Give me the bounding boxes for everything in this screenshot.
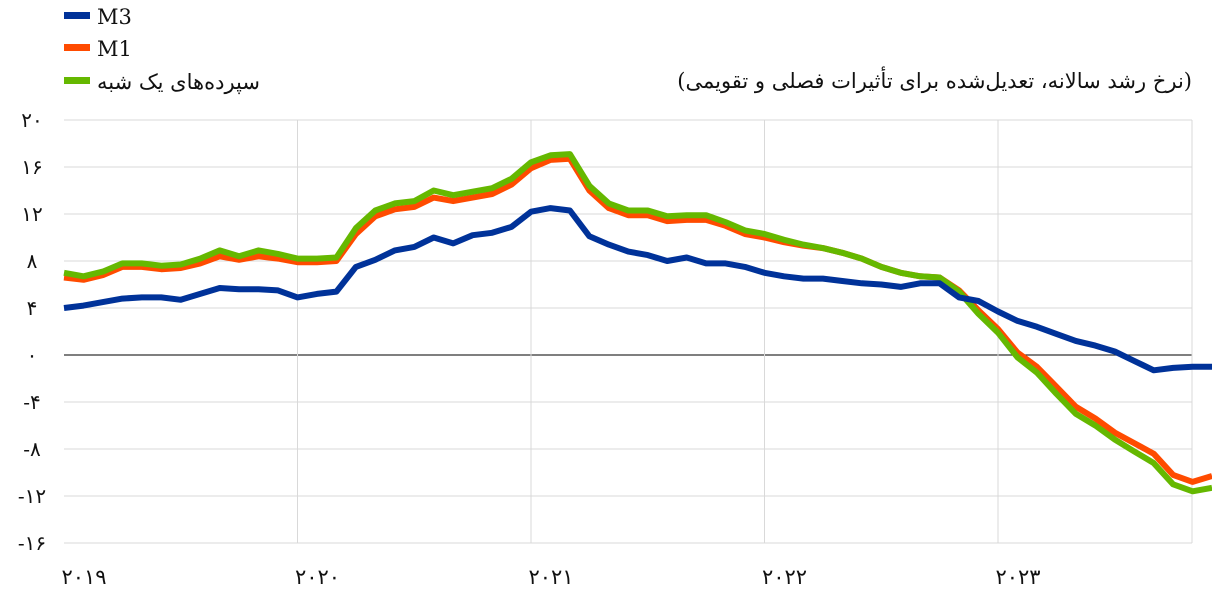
y-tick-label: ۱۶ <box>21 155 42 179</box>
grid <box>64 119 1193 544</box>
y-tick-label: ۴ <box>27 296 38 320</box>
y-tick-label: -۴ <box>23 390 41 414</box>
legend-swatch-m3 <box>64 12 90 19</box>
legend-label-m1: M1 <box>97 37 132 61</box>
x-tick-label: ۲۰۲۳ <box>995 565 1040 589</box>
y-tick-label: ۱۲ <box>21 202 42 226</box>
chart-subtitle: (نرخ رشد سالانه، تعدیل‌شده برای تأثیرات … <box>677 65 1192 94</box>
series-layer <box>63 151 1212 495</box>
legend-label-m3: M3 <box>97 5 132 29</box>
axes: ۲۰ ۱۶ ۱۲ ۸ ۴ ۰ -۴ -۸ -۱۲ -۱۶ ۲۰۱۹ ۲۰۲۰ ۲۰۲۱ ۲۰۲۲ ۲۰۲۳ <box>18 108 1041 589</box>
y-tick-label: -۱۶ <box>18 531 46 555</box>
series-line-overnight-deposits <box>63 151 1212 495</box>
x-tick-label: ۲۰۲۱ <box>528 565 573 589</box>
legend-swatch-m1 <box>64 44 90 51</box>
y-tick-label: ۸ <box>27 249 38 273</box>
x-tick-label: ۲۰۲۲ <box>762 565 807 589</box>
y-tick-label: ۲۰ <box>21 108 42 132</box>
legend-label-overnight: سپرده‌های یک شبه <box>97 70 260 95</box>
y-tick-label: -۸ <box>23 437 41 461</box>
legend: M3 M1 سپرده‌های یک شبه <box>64 5 260 95</box>
y-tick-label: ۰ <box>27 343 38 367</box>
x-tick-label: ۲۰۱۹ <box>61 565 106 589</box>
x-tick-label: ۲۰۲۰ <box>295 565 340 589</box>
series-line-m1 <box>63 155 1212 485</box>
legend-swatch-overnight <box>64 77 90 84</box>
series-line-m3 <box>63 205 1212 374</box>
y-tick-label: -۱۲ <box>18 484 46 508</box>
